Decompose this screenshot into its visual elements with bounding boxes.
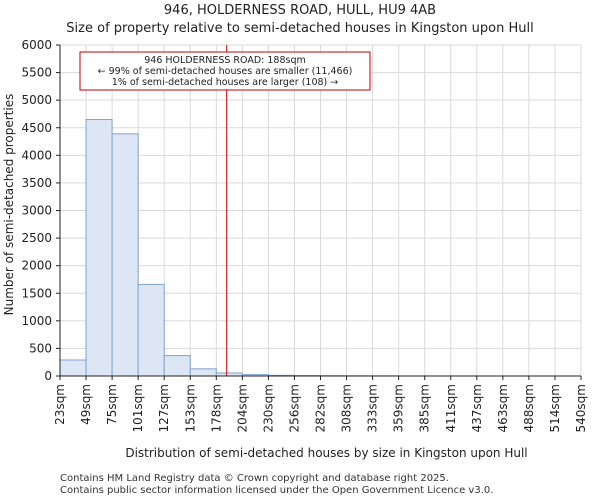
y-tick-label: 6000	[21, 38, 52, 52]
bar-127sqm	[163, 355, 191, 377]
x-tick-label: 437sqm	[470, 384, 484, 432]
x-tick-label: 540sqm	[574, 384, 588, 432]
bar-101sqm	[137, 283, 165, 377]
y-tick-label: 3000	[21, 204, 52, 218]
annotation-box	[79, 51, 371, 91]
y-axis-label: Number of semi-detached properties	[2, 94, 16, 316]
y-tick-label: 3500	[21, 176, 52, 190]
y-tick-label: 1000	[21, 314, 52, 328]
x-tick-label: 514sqm	[548, 384, 562, 432]
bar-153sqm	[189, 368, 217, 377]
x-axis-label: Distribution of semi-detached houses by …	[125, 446, 527, 460]
footer-copyright: Contains HM Land Registry data © Crown c…	[60, 473, 449, 484]
x-tick-label: 359sqm	[392, 384, 406, 432]
y-tick-label: 1500	[21, 286, 52, 300]
y-tick-label: 2000	[21, 259, 52, 273]
chart-title: 946, HOLDERNESS ROAD, HULL, HU9 4AB	[163, 3, 437, 18]
annotation-line: 1% of semi-detached houses are larger (1…	[112, 77, 339, 88]
y-tick-label: 500	[29, 341, 52, 355]
footer-licence: Contains public sector information licen…	[60, 485, 494, 496]
x-tick-label: 282sqm	[314, 384, 328, 432]
annotation-line: 946 HOLDERNESS ROAD: 188sqm	[144, 55, 306, 66]
y-tick-label: 5500	[21, 66, 52, 80]
x-tick-label: 101sqm	[131, 384, 145, 432]
bar-49sqm	[85, 118, 113, 377]
bar-75sqm	[111, 133, 139, 377]
x-tick-label: 411sqm	[444, 384, 458, 432]
y-tick-label: 5000	[21, 93, 52, 107]
x-tick-label: 127sqm	[157, 384, 171, 432]
chart-subtitle: Size of property relative to semi-detach…	[66, 21, 534, 36]
bar-23sqm	[59, 359, 87, 377]
x-tick-label: 23sqm	[53, 384, 67, 425]
x-tick-label: 333sqm	[366, 384, 380, 432]
annotation-line: ← 99% of semi-detached houses are smalle…	[98, 66, 353, 77]
x-tick-label: 256sqm	[287, 384, 301, 432]
x-tick-label: 153sqm	[183, 384, 197, 432]
x-tick-label: 178sqm	[209, 384, 223, 432]
y-tick-label: 4000	[21, 148, 52, 162]
x-tick-label: 75sqm	[105, 384, 119, 425]
y-tick-label: 0	[44, 369, 52, 383]
y-tick-label: 4500	[21, 121, 52, 135]
x-tick-label: 308sqm	[340, 384, 354, 432]
y-tick-label: 2500	[21, 231, 52, 245]
x-tick-label: 49sqm	[79, 384, 93, 425]
x-tick-label: 463sqm	[496, 384, 510, 432]
x-tick-label: 488sqm	[522, 384, 536, 432]
x-tick-label: 204sqm	[235, 384, 249, 432]
x-tick-label: 385sqm	[418, 384, 432, 432]
x-tick-label: 230sqm	[261, 384, 275, 432]
